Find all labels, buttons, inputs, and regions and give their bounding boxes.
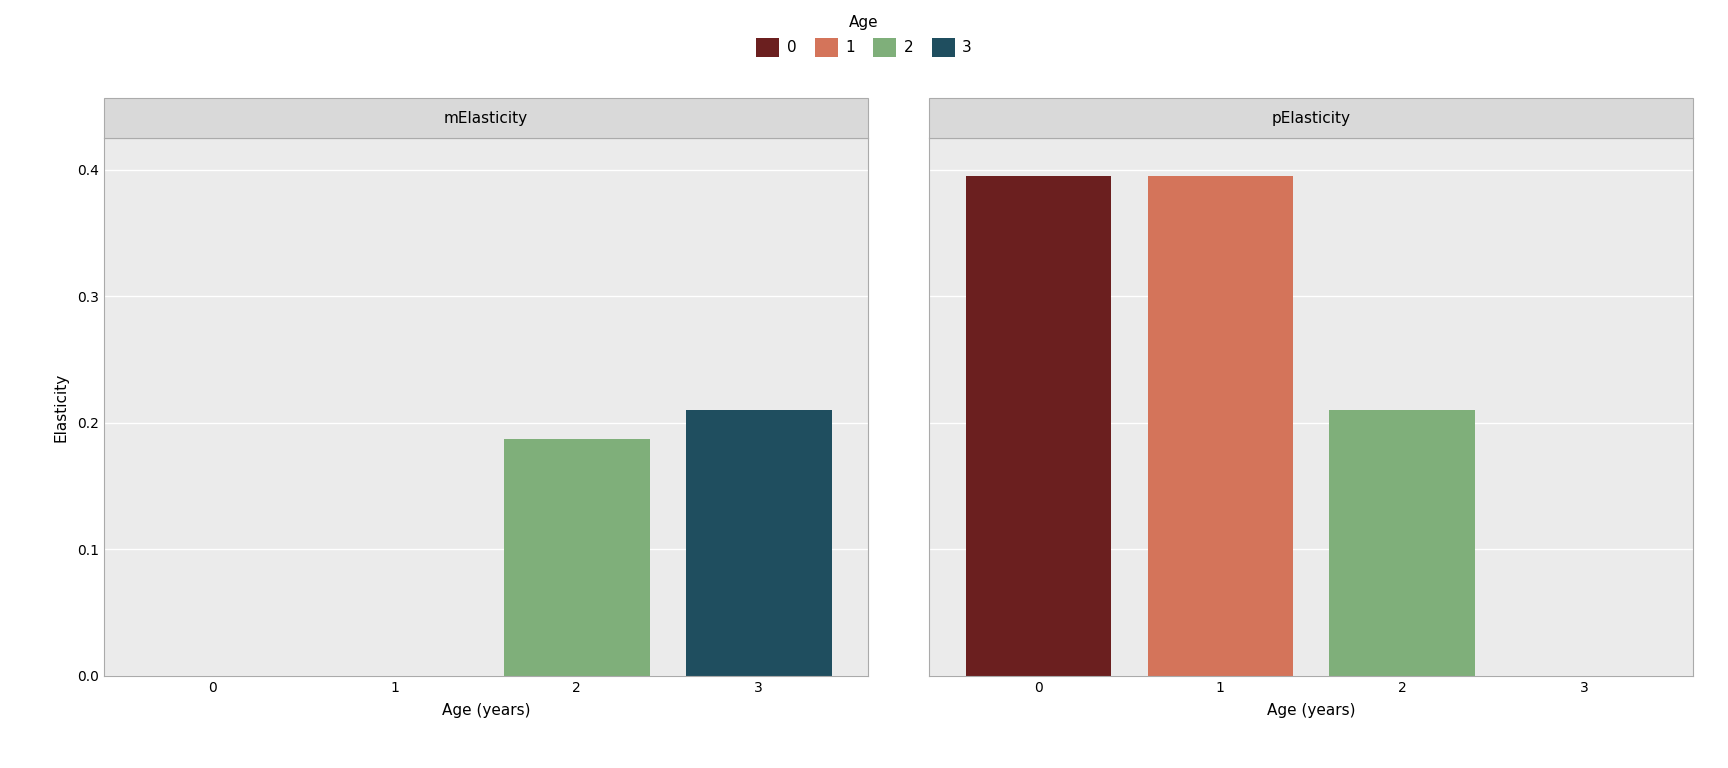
Legend: 0, 1, 2, 3: 0, 1, 2, 3 (757, 15, 971, 57)
Bar (1147, 176, 1293, 676)
Y-axis label: Elasticity: Elasticity (54, 372, 69, 442)
Bar (686, 410, 831, 676)
X-axis label: Age (years): Age (years) (1267, 703, 1355, 718)
X-axis label: Age (years): Age (years) (442, 703, 530, 718)
Bar (1329, 410, 1476, 676)
Bar (505, 439, 650, 676)
Text: mElasticity: mElasticity (444, 111, 527, 126)
Text: pElasticity: pElasticity (1272, 111, 1351, 126)
Bar (966, 176, 1111, 676)
